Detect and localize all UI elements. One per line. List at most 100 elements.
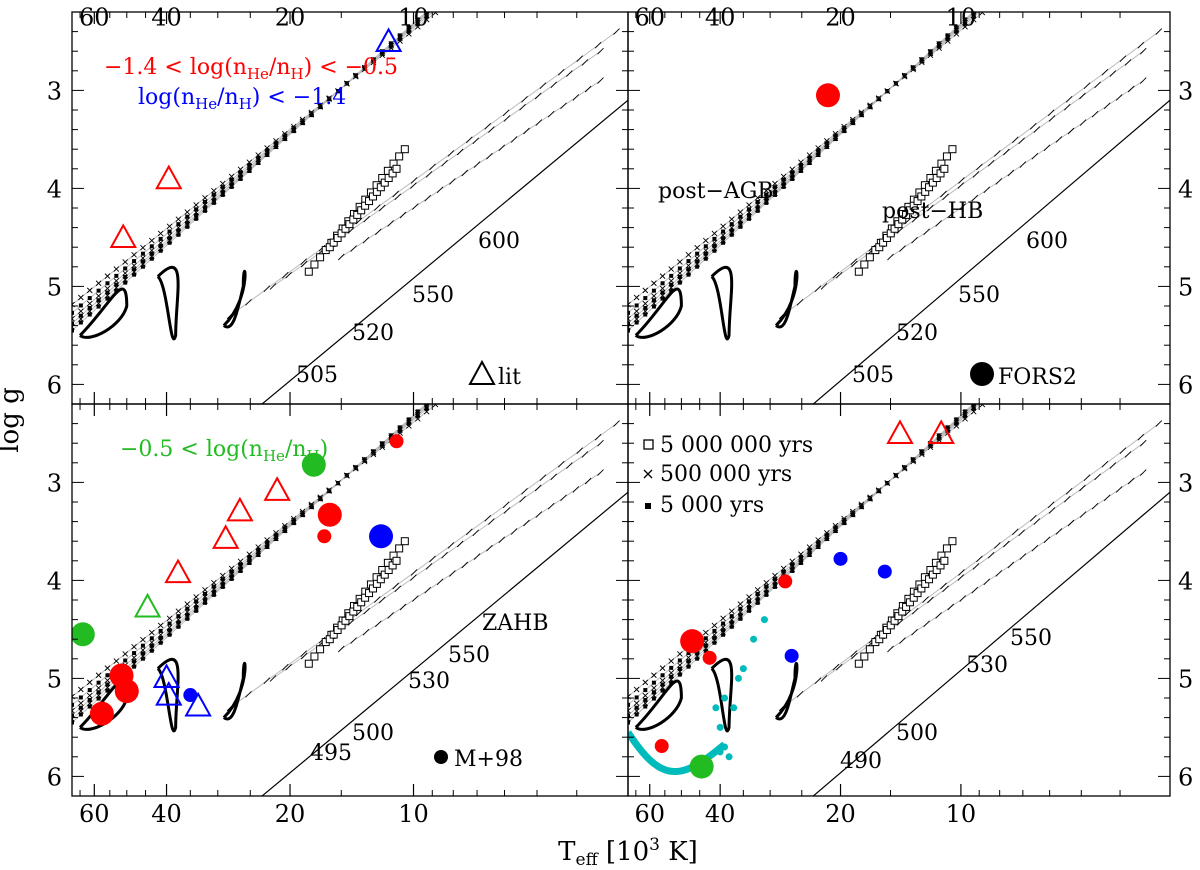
track-marker <box>669 665 674 670</box>
track-marker <box>502 501 510 509</box>
track-marker <box>406 421 411 426</box>
track-marker <box>893 472 899 479</box>
track-marker <box>824 143 829 148</box>
track-marker <box>519 103 526 111</box>
track-marker <box>772 189 777 194</box>
data-triangle <box>133 592 162 618</box>
track-marker <box>425 563 433 570</box>
track-marker <box>387 612 394 619</box>
track-marker <box>245 298 252 306</box>
track-marker <box>1127 85 1135 93</box>
track-marker <box>105 688 110 693</box>
track-marker <box>140 647 146 653</box>
track-marker <box>712 236 717 241</box>
track-marker <box>911 607 919 615</box>
track-marker <box>686 272 691 277</box>
track-marker <box>441 551 448 559</box>
track-marker <box>285 271 292 279</box>
track-marker <box>703 643 708 648</box>
track-square <box>392 164 401 173</box>
track-marker <box>1063 495 1071 503</box>
track-marker <box>628 328 630 333</box>
track-marker <box>414 23 421 30</box>
panel-top-right: 60 40 20 10 3 4 5 6 <box>627 4 1193 405</box>
panel-plot-area <box>628 12 1170 404</box>
track-marker <box>1109 70 1117 77</box>
mass-label: 550 <box>958 283 1000 308</box>
track-marker <box>1029 515 1037 522</box>
x-tick-label-top: 10 <box>398 4 429 32</box>
track-marker <box>628 713 630 718</box>
track-marker <box>660 296 665 301</box>
track-marker <box>858 109 865 116</box>
track-marker <box>832 663 840 671</box>
track-marker <box>211 200 216 205</box>
track-marker <box>668 658 675 664</box>
track-marker <box>229 177 234 182</box>
track-marker <box>643 305 648 310</box>
track-marker <box>140 656 145 661</box>
track-marker <box>379 444 386 451</box>
track-marker <box>498 144 506 152</box>
mass-label: 600 <box>1026 229 1068 254</box>
track-marker <box>410 182 417 189</box>
track-marker <box>202 597 207 602</box>
track-marker <box>927 444 934 451</box>
track-marker <box>772 577 777 582</box>
track-marker <box>281 522 288 529</box>
track-marker <box>104 273 111 279</box>
track-marker <box>245 690 252 698</box>
track-marker <box>851 260 858 268</box>
y-tick-label: 5 <box>47 273 62 301</box>
track-marker <box>72 328 74 333</box>
track-marker <box>424 194 432 202</box>
track-marker <box>86 300 93 307</box>
track-marker <box>131 654 137 661</box>
track-marker <box>729 620 734 625</box>
track-marker <box>229 182 234 187</box>
mass-label: 505 <box>852 363 894 388</box>
x-tick-label-top: 40 <box>705 4 736 32</box>
track-marker <box>362 66 367 71</box>
track-marker <box>772 572 778 579</box>
track-marker <box>96 696 101 701</box>
data-triangle <box>263 476 291 501</box>
track-marker <box>148 247 155 254</box>
track-marker <box>185 214 190 219</box>
track-square <box>854 267 863 276</box>
track-marker <box>352 73 359 80</box>
track-marker <box>807 155 812 160</box>
track-marker <box>634 712 639 717</box>
track-marker <box>140 255 146 261</box>
mass-label: 500 <box>896 721 938 746</box>
track-loop <box>156 266 180 341</box>
track-marker <box>132 259 137 264</box>
track-marker <box>806 152 813 158</box>
y-tick-label-right: 4 <box>1178 175 1193 203</box>
track-marker <box>105 290 110 295</box>
data-triangle <box>109 223 137 248</box>
track-marker <box>796 298 804 306</box>
track-marker <box>96 680 101 685</box>
track-marker <box>677 651 683 657</box>
track-marker <box>344 80 350 87</box>
data-triangle <box>374 27 403 52</box>
track-marker <box>597 47 604 55</box>
mass-label: 520 <box>896 321 938 346</box>
track-marker <box>971 15 976 20</box>
track-marker <box>927 204 934 212</box>
track-marker <box>300 260 308 268</box>
track-marker <box>764 592 769 597</box>
track-marker <box>78 320 83 325</box>
track-marker <box>78 700 84 706</box>
track-marker <box>449 570 456 577</box>
track-marker <box>867 102 873 108</box>
legend-lit: lit <box>468 359 521 390</box>
track-marker <box>131 262 137 269</box>
track-marker <box>738 214 743 219</box>
mass-label: 520 <box>352 321 394 346</box>
track-marker <box>465 136 473 144</box>
data-circle <box>784 648 799 663</box>
track-marker <box>928 52 933 57</box>
x-tick-label-top: 60 <box>634 4 665 32</box>
